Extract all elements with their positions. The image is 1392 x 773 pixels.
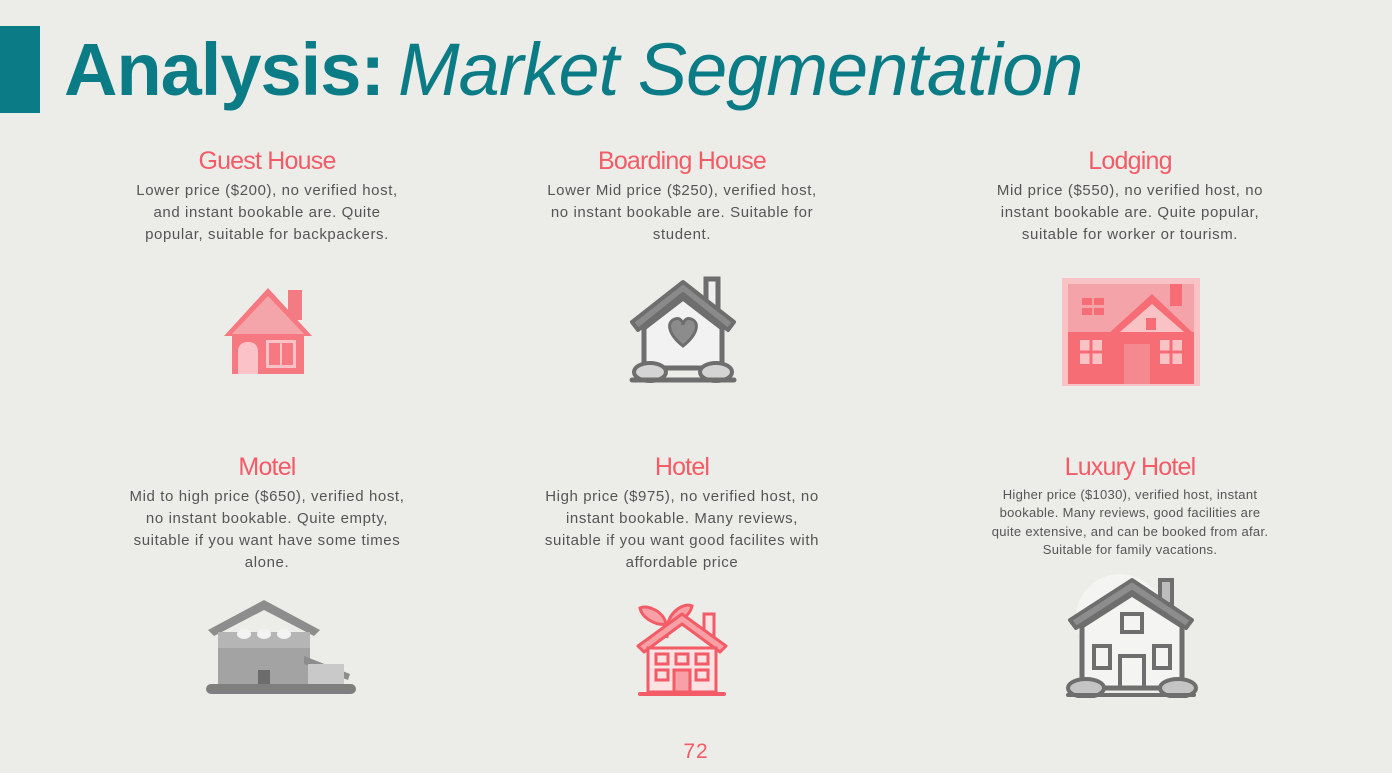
segment-lodging: Lodging Mid price ($550), no verified ho… bbox=[985, 146, 1275, 246]
title-accent-bar bbox=[0, 26, 40, 113]
segment-title: Hotel bbox=[654, 453, 710, 481]
segment-description: Lower price ($200), no verified host, an… bbox=[136, 182, 398, 243]
segment-title: Motel bbox=[238, 453, 296, 481]
title-bold: Analysis: bbox=[64, 28, 385, 111]
segment-description: Lower Mid price ($250), verified host, n… bbox=[547, 182, 817, 243]
title-italic: Market Segmentation bbox=[398, 28, 1083, 111]
pink-lodge-icon bbox=[1062, 278, 1200, 386]
segment-motel: Motel Mid to high price ($650), verified… bbox=[122, 452, 412, 574]
segment-boarding-house: Boarding House Lower Mid price ($250), v… bbox=[537, 146, 827, 246]
segment-title: Boarding House bbox=[597, 147, 767, 175]
segment-title: Guest House bbox=[198, 147, 336, 175]
grey-villa-icon bbox=[1064, 574, 1198, 698]
segment-title: Luxury Hotel bbox=[1064, 453, 1197, 481]
segment-guest-house: Guest House Lower price ($200), no verif… bbox=[122, 146, 412, 246]
segment-title: Lodging bbox=[1088, 147, 1172, 175]
page-number: 72 bbox=[683, 740, 709, 763]
segment-description: Higher price ($1030), verified host, ins… bbox=[991, 487, 1269, 557]
pink-house-icon bbox=[222, 286, 314, 376]
slide-title: Analysis: Market Segmentation bbox=[64, 22, 1083, 118]
grey-house-heart-icon bbox=[628, 276, 738, 384]
segment-description: Mid to high price ($650), verified host,… bbox=[129, 488, 405, 571]
segment-luxury-hotel: Luxury Hotel Higher price ($1030), verif… bbox=[985, 452, 1275, 559]
grey-motel-icon bbox=[204, 596, 358, 696]
segment-hotel: Hotel High price ($975), no verified hos… bbox=[537, 452, 827, 574]
pink-eco-house-icon bbox=[634, 594, 730, 698]
segment-description: High price ($975), no verified host, no … bbox=[544, 488, 820, 571]
segment-description: Mid price ($550), no verified host, no i… bbox=[996, 182, 1264, 243]
